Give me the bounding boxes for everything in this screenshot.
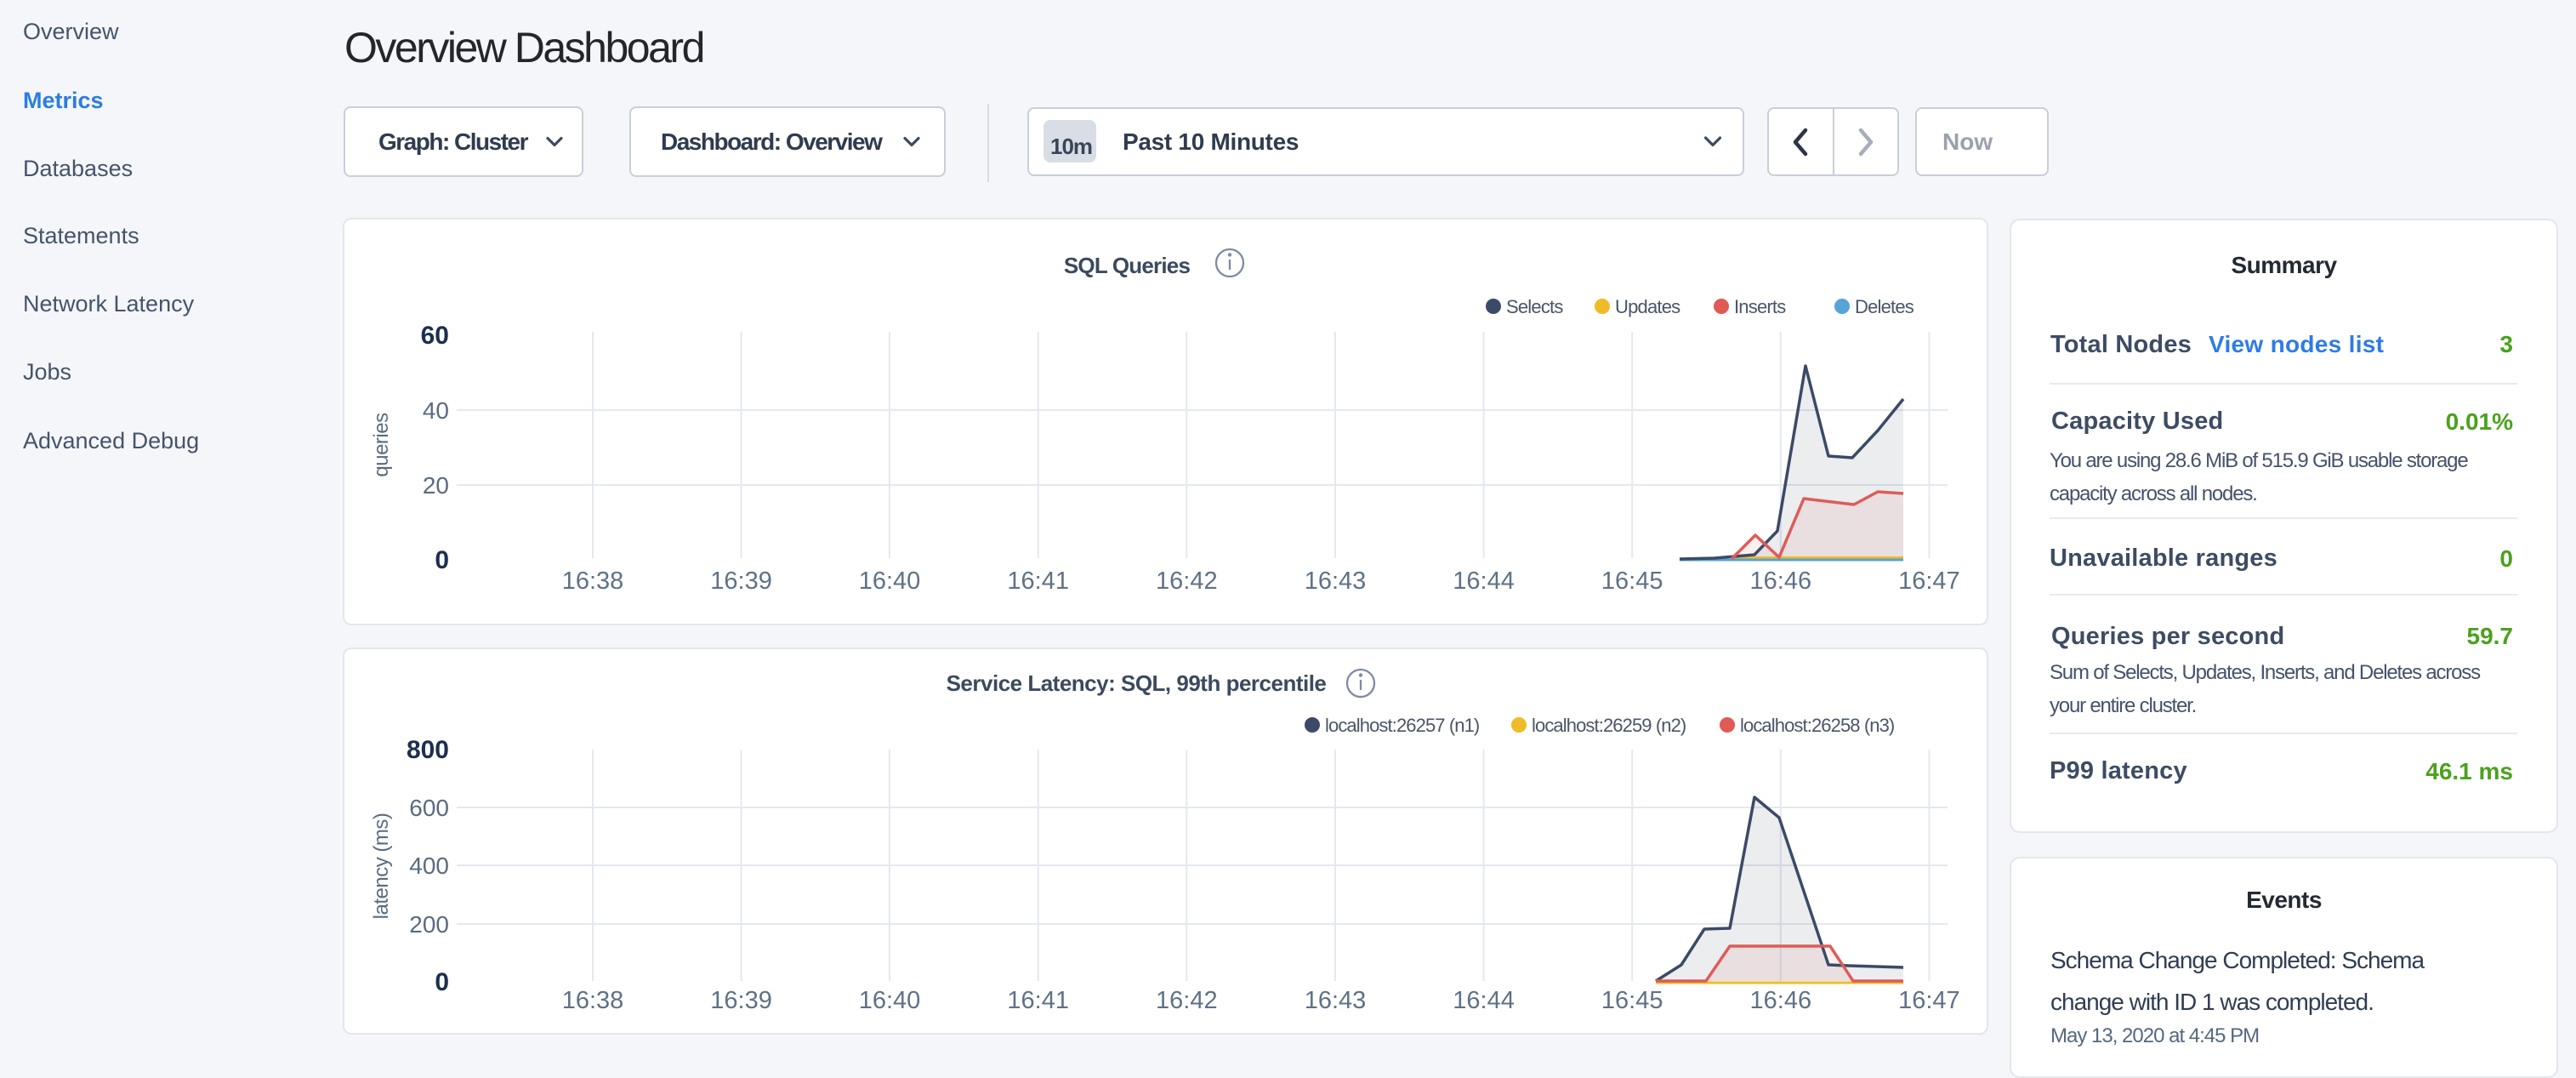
svg-text:16:43: 16:43: [1305, 568, 1367, 595]
svg-text:16:45: 16:45: [1601, 568, 1663, 595]
svg-text:queries: queries: [370, 413, 393, 477]
svg-text:600: 600: [409, 795, 449, 821]
svg-text:16:42: 16:42: [1156, 987, 1218, 1014]
svg-text:Deletes: Deletes: [1855, 296, 1914, 317]
svg-text:400: 400: [409, 853, 449, 879]
svg-text:16:47: 16:47: [1898, 568, 1960, 595]
svg-text:Updates: Updates: [1615, 296, 1680, 317]
svg-text:latency (ms): latency (ms): [370, 813, 393, 920]
svg-text:16:46: 16:46: [1750, 568, 1812, 595]
svg-text:Inserts: Inserts: [1734, 296, 1786, 317]
svg-text:200: 200: [409, 911, 449, 938]
svg-text:16:41: 16:41: [1007, 987, 1069, 1014]
svg-text:16:44: 16:44: [1453, 987, 1515, 1014]
svg-text:16:38: 16:38: [562, 568, 624, 595]
svg-text:60: 60: [421, 322, 449, 350]
svg-text:16:42: 16:42: [1156, 568, 1218, 595]
svg-text:localhost:26258 (n3): localhost:26258 (n3): [1740, 715, 1894, 736]
svg-text:16:47: 16:47: [1898, 987, 1960, 1014]
svg-text:16:39: 16:39: [710, 987, 772, 1014]
svg-text:40: 40: [423, 397, 449, 424]
svg-text:0: 0: [435, 546, 449, 574]
svg-text:0: 0: [435, 968, 449, 996]
svg-text:16:45: 16:45: [1601, 987, 1663, 1014]
svg-text:16:40: 16:40: [859, 987, 921, 1014]
svg-text:localhost:26259 (n2): localhost:26259 (n2): [1532, 715, 1686, 736]
svg-text:16:38: 16:38: [562, 987, 624, 1014]
svg-text:16:40: 16:40: [859, 568, 921, 595]
svg-text:16:46: 16:46: [1750, 987, 1812, 1014]
svg-text:800: 800: [407, 736, 449, 764]
svg-text:Selects: Selects: [1506, 296, 1563, 317]
svg-text:16:39: 16:39: [710, 568, 772, 595]
svg-text:localhost:26257 (n1): localhost:26257 (n1): [1325, 715, 1479, 736]
svg-text:20: 20: [423, 472, 449, 499]
svg-text:Service Latency: SQL, 99th per: Service Latency: SQL, 99th percentile: [947, 670, 1327, 696]
svg-text:16:44: 16:44: [1453, 568, 1515, 595]
svg-text:16:41: 16:41: [1007, 568, 1069, 595]
svg-text:16:43: 16:43: [1305, 987, 1367, 1014]
svg-text:SQL Queries: SQL Queries: [1064, 253, 1191, 278]
